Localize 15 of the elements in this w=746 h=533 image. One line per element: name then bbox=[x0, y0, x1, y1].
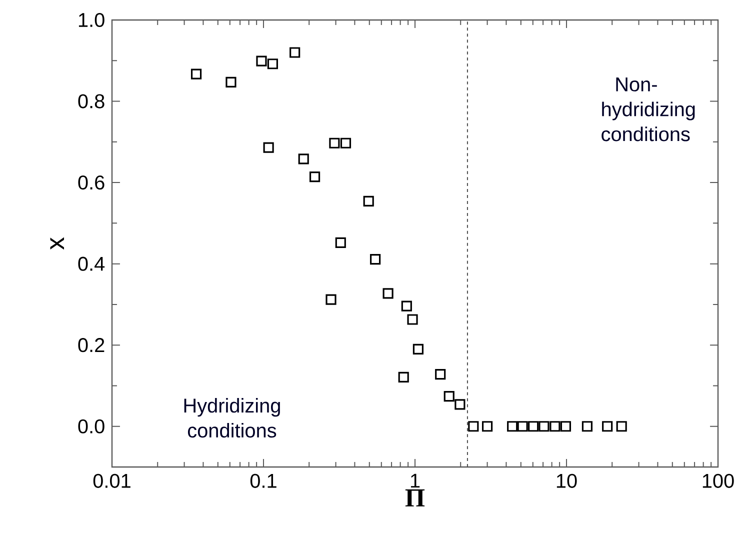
y-tick-label: 0.4 bbox=[78, 256, 105, 271]
y-tick-label: 1.0 bbox=[78, 12, 104, 28]
x-tick-label: 1 bbox=[410, 474, 420, 488]
y-tick-label: 0.6 bbox=[78, 175, 104, 190]
y-tick-label: 0.0 bbox=[78, 419, 104, 434]
x-axis-title: Π bbox=[405, 489, 425, 506]
x-tick-label: 10 bbox=[556, 474, 577, 488]
y-tick-label: 0.8 bbox=[78, 94, 104, 108]
x-tick-label: 100 bbox=[702, 474, 734, 488]
x-tick-label: 0.01 bbox=[93, 474, 130, 488]
y-axis-title: x bbox=[50, 237, 64, 250]
y-tick-label: 0.2 bbox=[78, 338, 104, 352]
x-tick-label: 0.1 bbox=[250, 474, 276, 488]
annotation: Hydridizing conditions bbox=[184, 398, 280, 438]
annotation: Non-hydridizing conditions bbox=[602, 78, 695, 142]
